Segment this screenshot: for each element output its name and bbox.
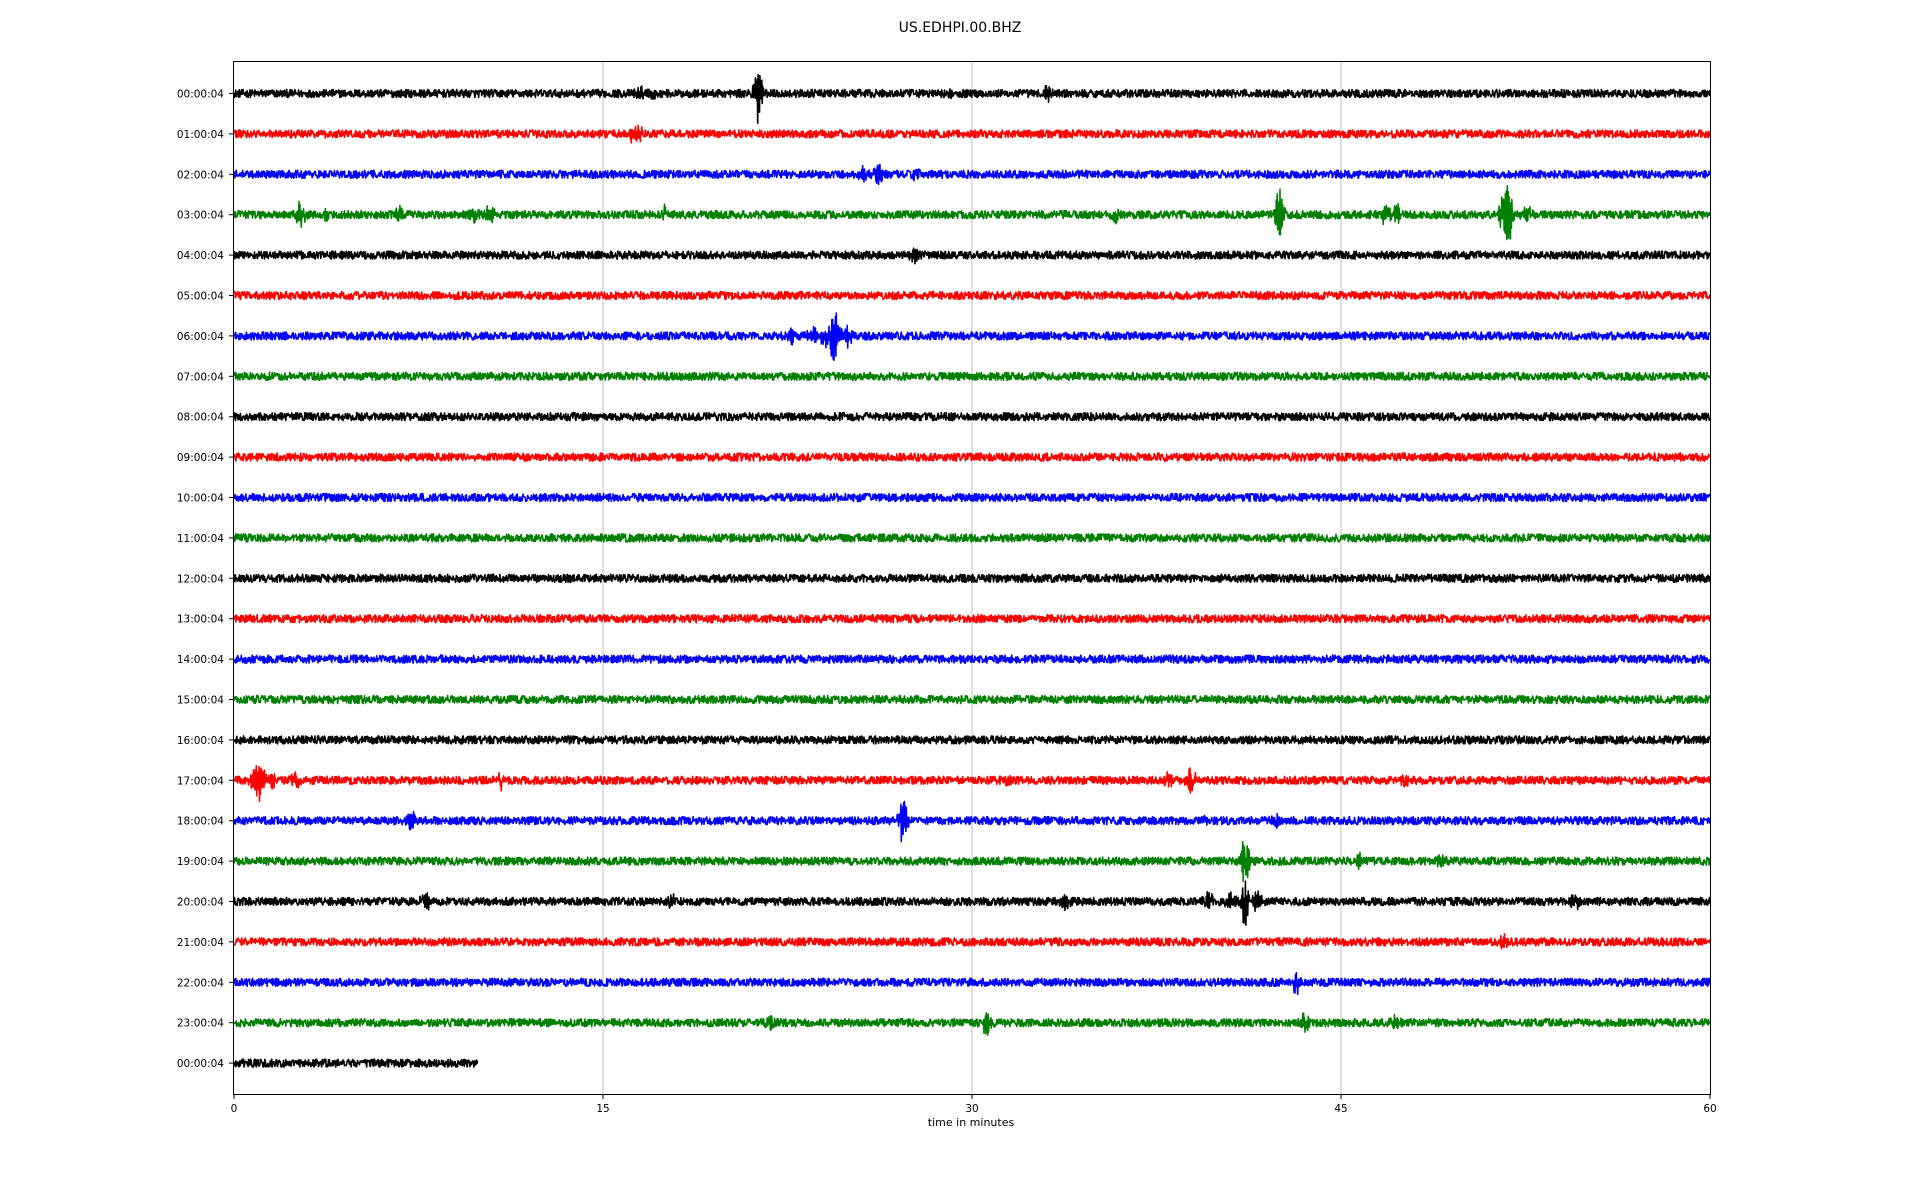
y-tick-label: 01:00:04 xyxy=(177,129,224,141)
trace-line-20-00-04-20 xyxy=(233,880,1711,926)
y-tick-label: 00:00:04 xyxy=(177,1058,224,1070)
trace-line-19-00-04-19 xyxy=(233,841,1711,882)
trace-line-14-00-04-14 xyxy=(233,654,1711,664)
trace-line-04-00-04-4 xyxy=(233,247,1711,265)
trace-line-18-00-04-18 xyxy=(233,800,1711,843)
y-tick-label: 09:00:04 xyxy=(177,452,224,464)
y-tick-label: 17:00:04 xyxy=(177,775,224,787)
trace-line-09-00-04-9 xyxy=(233,452,1711,462)
y-tick-label: 06:00:04 xyxy=(177,331,224,343)
chart-title: US.EDHPI.00.BHZ xyxy=(898,20,1022,36)
y-tick-label: 18:00:04 xyxy=(177,816,224,828)
y-tick-label: 15:00:04 xyxy=(177,695,224,707)
y-tick-label: 12:00:04 xyxy=(177,573,224,585)
x-tick-label: 60 xyxy=(1703,1103,1716,1115)
y-tick-label: 03:00:04 xyxy=(177,210,224,222)
y-tick-label: 14:00:04 xyxy=(177,654,224,666)
x-axis-ticks: 0 15 30 45 60 xyxy=(231,1094,1717,1115)
y-tick-label: 07:00:04 xyxy=(177,371,224,383)
trace-line-02-00-04-2 xyxy=(233,163,1711,186)
trace-line-17-00-04-17 xyxy=(233,765,1711,802)
trace-line-10-00-04-10 xyxy=(233,492,1711,503)
trace-line-13-00-04-13 xyxy=(233,613,1711,624)
x-tick-label: 45 xyxy=(1334,1103,1347,1115)
trace-line-11-00-04-11 xyxy=(233,533,1711,543)
y-tick-label: 10:00:04 xyxy=(177,493,224,505)
x-tick-label: 0 xyxy=(231,1103,238,1115)
trace-line-08-00-04-8 xyxy=(233,411,1711,422)
y-tick-label: 22:00:04 xyxy=(177,977,224,989)
y-tick-label: 23:00:04 xyxy=(177,1018,224,1030)
x-tick-label: 30 xyxy=(965,1103,978,1115)
y-tick-label: 00:00:04 xyxy=(177,89,224,101)
y-tick-label: 05:00:04 xyxy=(177,291,224,303)
y-tick-label: 21:00:04 xyxy=(177,937,224,949)
trace-line-07-00-04-7 xyxy=(233,371,1711,382)
trace-layer xyxy=(233,73,1711,1068)
x-axis-label: time in minutes xyxy=(928,1116,1015,1129)
trace-line-05-00-04-5 xyxy=(233,290,1711,301)
trace-line-00-00-04-0 xyxy=(233,73,1711,124)
y-tick-label: 08:00:04 xyxy=(177,412,224,424)
y-tick-label: 19:00:04 xyxy=(177,856,224,868)
trace-line-12-00-04-12 xyxy=(233,573,1711,584)
trace-line-23-00-04-23 xyxy=(233,1012,1711,1036)
x-tick-label: 15 xyxy=(596,1103,609,1115)
trace-line-00-00-04-24 xyxy=(233,1058,479,1068)
trace-line-15-00-04-15 xyxy=(233,694,1711,705)
trace-line-03-00-04-3 xyxy=(233,185,1711,241)
y-tick-label: 16:00:04 xyxy=(177,735,224,747)
y-tick-label: 02:00:04 xyxy=(177,169,224,181)
y-tick-label: 20:00:04 xyxy=(177,897,224,909)
trace-line-22-00-04-22 xyxy=(233,971,1711,996)
y-tick-label: 04:00:04 xyxy=(177,250,224,262)
y-tick-labels: 00:00:04 01:00:04 02:00:04 03:00:04 04:00:04… xyxy=(177,89,234,1070)
trace-line-01-00-04-1 xyxy=(233,124,1711,144)
trace-line-16-00-04-16 xyxy=(233,735,1711,745)
y-tick-label: 13:00:04 xyxy=(177,614,224,626)
y-tick-label: 11:00:04 xyxy=(177,533,224,545)
trace-line-06-00-04-6 xyxy=(233,312,1711,361)
trace-line-21-00-04-21 xyxy=(233,933,1711,950)
